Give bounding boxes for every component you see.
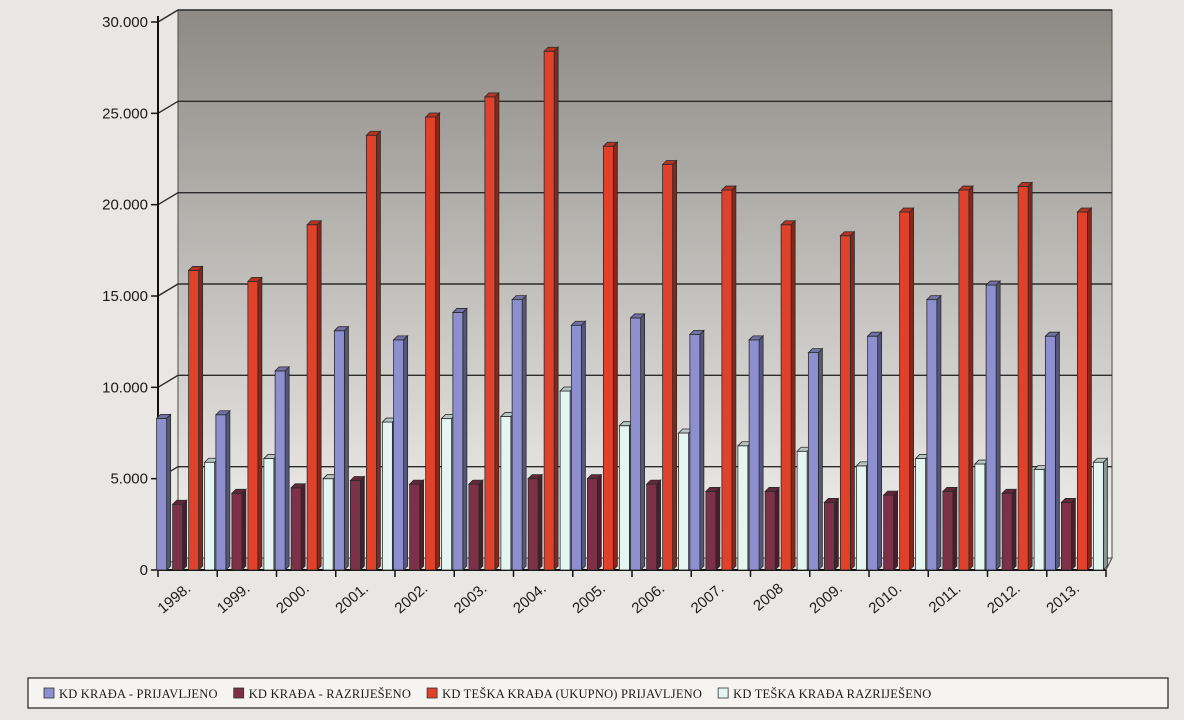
- legend-label: KD KRAĐA - RAZRIJEŠENO: [249, 687, 411, 701]
- bar: [306, 219, 323, 571]
- legend: KD KRAĐA - PRIJAVLJENO KD KRAĐA - RAZRIJE…: [27, 677, 1169, 709]
- bar: [941, 486, 958, 571]
- x-tick-label: 2013.: [1043, 580, 1083, 617]
- bar: [527, 473, 544, 571]
- gridline: [157, 283, 1112, 297]
- bar: [780, 219, 797, 571]
- y-tick-label: 25.000: [102, 105, 148, 122]
- bar: [155, 413, 172, 571]
- x-tick-label: 2012.: [984, 580, 1024, 617]
- gridline: [157, 374, 1112, 388]
- bar: [408, 479, 425, 571]
- gridline: [157, 9, 1112, 23]
- bar: [925, 294, 942, 571]
- x-tick-label: 2008: [750, 580, 786, 614]
- legend-swatch: [717, 687, 729, 699]
- bar: [543, 46, 560, 571]
- x-tick-label: 2006.: [629, 580, 669, 617]
- y-tick-label: 15.000: [102, 288, 148, 305]
- bar: [511, 294, 528, 571]
- legend-item: KD KRAĐA - RAZRIJEŠENO: [233, 687, 411, 701]
- y-tick-label: 20.000: [102, 197, 148, 214]
- bar: [602, 141, 619, 571]
- legend-item: KD KRAĐA - PRIJAVLJENO: [43, 687, 218, 701]
- bar: [882, 490, 899, 571]
- bar: [957, 185, 974, 571]
- gridline: [157, 100, 1112, 114]
- bar: [483, 91, 500, 571]
- x-tick-label: 2007.: [688, 580, 728, 617]
- bar: [688, 329, 705, 571]
- bar: [720, 185, 737, 571]
- bar: [570, 320, 587, 571]
- bar: [333, 325, 350, 571]
- bar: [866, 331, 883, 571]
- bar: [349, 475, 366, 571]
- bar: [586, 473, 603, 571]
- legend-label: KD TEŠKA KRAĐA (UKUPNO) PRIJAVLJENO: [442, 687, 702, 701]
- bar: [1092, 457, 1109, 571]
- y-tick-label: 5.000: [110, 471, 148, 488]
- bar: [748, 334, 765, 571]
- legend-item: KD TEŠKA KRAĐA (UKUPNO) PRIJAVLJENO: [426, 687, 702, 701]
- x-tick-label: 2011.: [926, 580, 965, 616]
- x-tick-label: 2001.: [332, 580, 372, 617]
- bar: [629, 312, 646, 571]
- bar: [661, 159, 678, 571]
- legend-swatch: [233, 687, 245, 699]
- bar: [467, 479, 484, 571]
- bar: [274, 365, 291, 571]
- x-tick-label: 2009.: [806, 580, 846, 617]
- bar: [230, 488, 247, 571]
- legend-label: KD TEŠKA KRAĐA RAZRIJEŠENO: [733, 687, 931, 701]
- bar: [214, 409, 231, 571]
- x-tick-label: 1998.: [155, 580, 195, 617]
- bar: [839, 230, 856, 571]
- bar: [1017, 181, 1034, 571]
- bar: [1044, 331, 1061, 571]
- legend-swatch: [426, 687, 438, 699]
- x-tick-label: 2005.: [569, 580, 609, 617]
- legend-item: KD TEŠKA KRAĐA RAZRIJEŠENO: [717, 687, 931, 701]
- legend-label: KD KRAĐA - PRIJAVLJENO: [59, 687, 218, 701]
- bar: [985, 280, 1002, 571]
- y-tick-label: 30.000: [102, 14, 148, 31]
- bar: [246, 276, 263, 571]
- x-tick-label: 2000.: [273, 580, 313, 617]
- bar: [171, 499, 188, 571]
- bar: [290, 482, 307, 571]
- bar: [365, 130, 382, 571]
- bar: [451, 307, 468, 571]
- bar: [392, 334, 409, 571]
- x-tick-label: 2003.: [451, 580, 491, 617]
- bar: [1076, 207, 1093, 571]
- x-tick-label: 1999.: [214, 580, 254, 617]
- bar: [807, 347, 824, 571]
- bar: [1001, 488, 1018, 571]
- bar: [764, 486, 781, 571]
- legend-swatch: [43, 687, 55, 699]
- y-tick-label: 0: [140, 562, 148, 579]
- x-tick-label: 2010.: [866, 580, 906, 617]
- bar: [898, 207, 915, 571]
- x-tick-label: 2004.: [510, 580, 550, 617]
- bar: [823, 497, 840, 571]
- bar: [1060, 497, 1077, 571]
- bar: [187, 265, 204, 571]
- bar: [645, 479, 662, 571]
- gridline: [157, 191, 1112, 206]
- y-tick-label: 10.000: [102, 379, 148, 396]
- x-tick-label: 2002.: [392, 580, 432, 617]
- bar: [424, 112, 441, 571]
- bar: [704, 486, 721, 571]
